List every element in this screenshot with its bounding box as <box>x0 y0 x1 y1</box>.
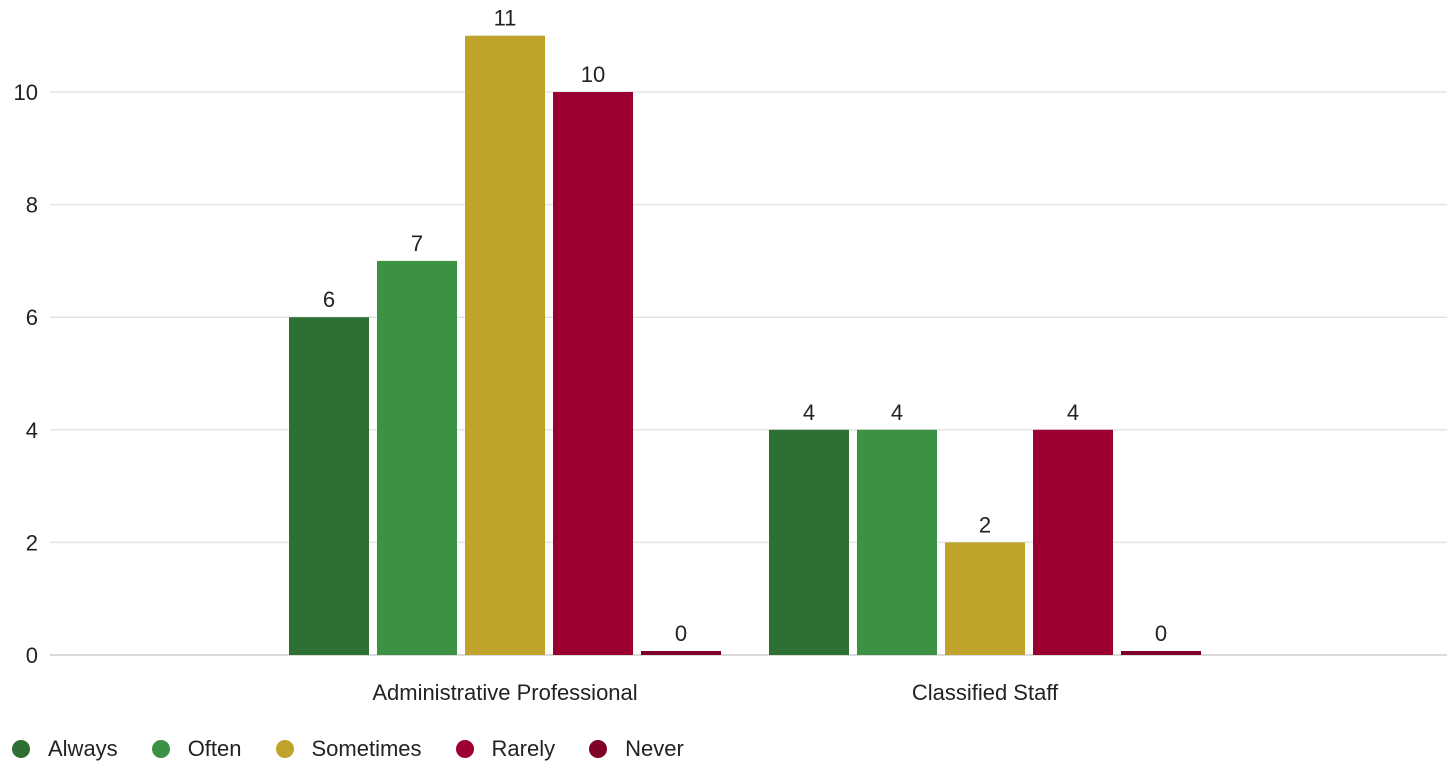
legend-label: Always <box>48 736 118 761</box>
data-label: 4 <box>1067 400 1079 425</box>
y-tick-label: 4 <box>26 418 38 443</box>
legend-item: Sometimes <box>275 736 422 762</box>
data-label: 7 <box>411 231 423 256</box>
y-tick-label: 2 <box>26 530 38 555</box>
y-tick-label: 0 <box>26 643 38 668</box>
bar <box>641 651 721 655</box>
legend-swatch <box>151 740 170 758</box>
legend-swatch <box>455 740 474 758</box>
legend-label: Sometimes <box>311 736 422 761</box>
x-category-label: Administrative Professional <box>372 680 637 705</box>
data-label: 11 <box>494 6 517 31</box>
data-label: 0 <box>1155 621 1167 646</box>
chart-legend: Always Often Sometimes Rarely Never <box>12 736 718 762</box>
x-category-label: Classified Staff <box>912 680 1059 705</box>
data-label: 4 <box>891 400 903 425</box>
bar-chart-plot: 0 2 4 6 8 10 6 7 11 10 0 Administrative Professiona… <box>14 6 1447 705</box>
legend-item: Never <box>589 736 684 762</box>
legend-item: Often <box>151 736 242 762</box>
data-label: 2 <box>979 512 991 537</box>
legend-label: Often <box>187 736 242 761</box>
legend-swatch <box>589 740 608 758</box>
legend-swatch <box>12 740 30 758</box>
y-tick-label: 8 <box>26 193 38 218</box>
bar <box>857 429 937 655</box>
bar <box>1033 429 1113 655</box>
bar <box>465 35 545 655</box>
bar <box>289 317 369 655</box>
y-tick-label: 6 <box>26 305 38 330</box>
legend-swatch <box>275 740 294 758</box>
data-label: 10 <box>581 62 605 87</box>
bar <box>553 92 633 655</box>
bar <box>945 542 1025 655</box>
legend-item: Always <box>12 736 118 762</box>
bar <box>769 429 849 655</box>
bar <box>377 260 457 655</box>
legend-label: Never <box>625 736 684 761</box>
data-label: 4 <box>803 400 815 425</box>
legend-item: Rarely <box>455 736 556 762</box>
legend-label: Rarely <box>491 736 556 761</box>
bar <box>1121 651 1201 655</box>
y-tick-label: 10 <box>14 80 38 105</box>
data-label: 6 <box>323 287 335 312</box>
data-label: 0 <box>675 621 687 646</box>
